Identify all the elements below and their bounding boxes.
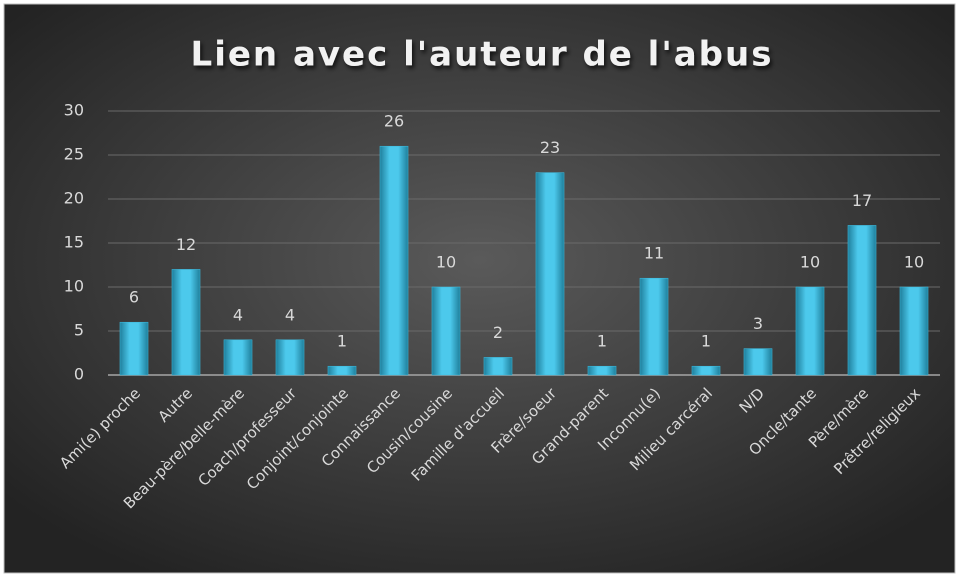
bar	[743, 348, 773, 376]
bar	[587, 365, 617, 376]
data-label: 4	[285, 305, 295, 324]
data-label: 10	[904, 253, 924, 272]
y-tick-label: 5	[74, 321, 84, 340]
bar	[899, 286, 929, 376]
bar	[639, 277, 669, 376]
data-label: 26	[384, 112, 404, 131]
bar	[431, 286, 461, 376]
data-label: 3	[753, 314, 763, 333]
data-label: 4	[233, 305, 243, 324]
y-tick-label: 30	[64, 101, 84, 120]
bar	[691, 365, 721, 376]
data-label: 2	[493, 323, 503, 342]
bar	[223, 339, 253, 376]
data-label: 1	[337, 332, 347, 351]
bar	[535, 172, 565, 376]
y-tick-label: 20	[64, 189, 84, 208]
bar	[483, 357, 513, 376]
bar	[275, 339, 305, 376]
data-label: 12	[176, 235, 196, 254]
y-tick-label: 25	[64, 145, 84, 164]
bar	[795, 286, 825, 376]
data-label: 10	[800, 253, 820, 272]
y-tick-label: 0	[74, 365, 84, 384]
data-label: 10	[436, 253, 456, 272]
data-label: 11	[644, 244, 664, 263]
bar	[171, 269, 201, 376]
data-label: 17	[852, 191, 872, 210]
y-tick-label: 10	[64, 277, 84, 296]
bar	[847, 225, 877, 376]
data-label: 1	[597, 332, 607, 351]
data-label: 6	[129, 288, 139, 307]
data-label: 1	[701, 332, 711, 351]
data-label: 23	[540, 138, 560, 157]
chart-title: Lien avec l'auteur de l'abus	[191, 35, 774, 75]
bar	[119, 321, 149, 376]
y-tick-label: 15	[64, 233, 84, 252]
bar	[379, 145, 409, 376]
bar	[327, 365, 357, 376]
